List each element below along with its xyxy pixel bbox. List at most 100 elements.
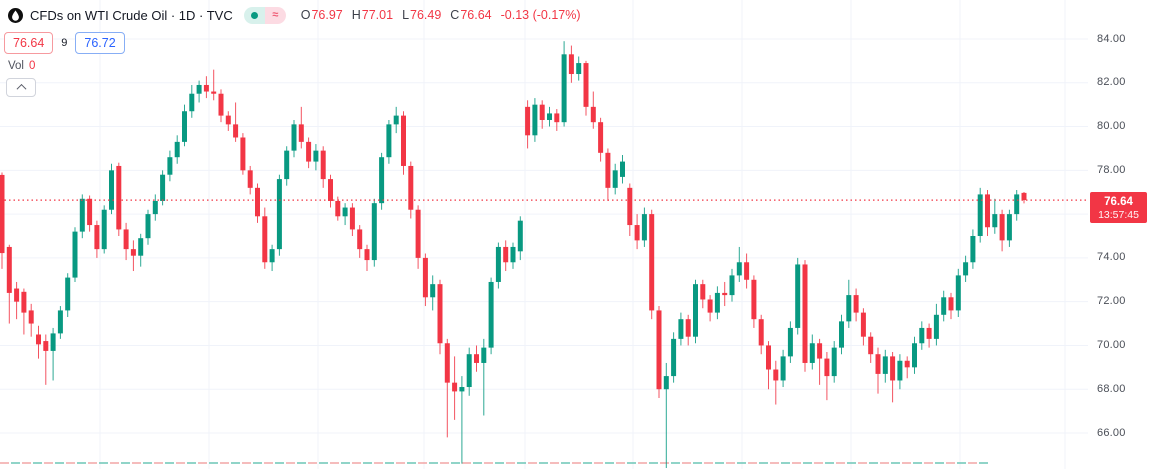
candle-body (977, 194, 983, 236)
candle-body (123, 229, 129, 250)
candle-body (627, 187, 633, 226)
candle-body (758, 319, 764, 346)
candle-body (79, 198, 85, 232)
chart-legend: CFDs on WTI Crude Oil · 1D · TVC ≈ O 76.… (8, 6, 581, 24)
last-price-label: 76.64 13:57:45 (1090, 192, 1147, 224)
candle-body (568, 54, 574, 75)
candle-body (342, 207, 348, 217)
bar-countdown: 13:57:45 (1098, 208, 1139, 221)
candle-body (612, 170, 618, 188)
candle-body (576, 63, 582, 75)
candle-body (167, 157, 173, 175)
candle-body (693, 284, 698, 337)
candle-body (904, 360, 910, 368)
delayed-data-icon: ≈ (264, 6, 286, 24)
candle-body (306, 141, 312, 162)
candle-body (240, 137, 246, 171)
candle-body (963, 262, 969, 276)
candle-body (868, 336, 874, 355)
candle-body (386, 124, 392, 158)
buy-button[interactable]: 76.72 (75, 32, 125, 54)
low-value: 76.49 (410, 8, 442, 22)
candle-body (663, 376, 669, 390)
candle-body (444, 343, 450, 383)
candle-body (590, 106, 596, 123)
candle-body (196, 84, 202, 94)
candle-body (678, 319, 684, 339)
candle-body (109, 170, 114, 210)
change-value: -0.13 (-0.17%) (500, 8, 581, 22)
candle-body (130, 249, 136, 256)
candle-body (605, 152, 611, 188)
candle-body (503, 246, 509, 263)
collapse-panel-button[interactable] (6, 78, 36, 97)
candle-body (729, 275, 735, 296)
candle-body (101, 209, 107, 250)
candle-body (824, 358, 830, 377)
candle-body (795, 264, 801, 328)
candle-body (510, 246, 516, 263)
candle-body (992, 214, 998, 228)
candle-body (335, 200, 341, 217)
candle-body (802, 264, 808, 363)
candle-body (262, 216, 268, 263)
candle-body (36, 334, 41, 345)
candle-body (408, 165, 414, 210)
symbol-title[interactable]: CFDs on WTI Crude Oil · 1D · TVC (30, 7, 233, 23)
candle-body (291, 124, 297, 151)
candle-body (933, 314, 939, 339)
candle-body (459, 387, 465, 392)
candle-body (211, 91, 217, 94)
volume-readout: Vol 0 (8, 60, 35, 72)
candle-body (948, 297, 954, 311)
candle-body (437, 284, 443, 344)
candle-body (269, 249, 275, 263)
candle-body (87, 198, 93, 226)
candle-body (94, 225, 100, 250)
sell-button[interactable]: 76.64 (4, 32, 54, 54)
chevron-up-icon (16, 83, 26, 94)
candle-body (247, 170, 253, 188)
candle-body (371, 203, 377, 261)
candle-body (233, 124, 239, 138)
candle-body (145, 214, 151, 239)
candle-body (955, 275, 961, 311)
high-label: H (351, 8, 361, 22)
candle-body (276, 179, 282, 250)
candle-body (1021, 192, 1027, 201)
candle-body (860, 312, 866, 337)
candle-body (116, 165, 122, 230)
oil-drop-icon (8, 7, 23, 23)
price-axis[interactable]: 76.64 13:57:45 84.00 82.00 80.00 78.00 74.00… (1088, 0, 1150, 469)
candle-body (422, 257, 428, 298)
candle-body (357, 229, 363, 250)
candle-body (328, 179, 333, 201)
candle-body (744, 262, 750, 280)
candle-body (773, 369, 779, 381)
candle-body (839, 321, 844, 348)
price-axis-label: 80.00 (1097, 120, 1126, 133)
candle-body (401, 115, 406, 166)
candle-body (6, 246, 12, 293)
candle-body (313, 150, 319, 162)
candle-body (298, 124, 304, 142)
candle-body (393, 115, 399, 125)
candle-body (620, 161, 625, 177)
candle-body (0, 174, 5, 254)
candle-body (474, 354, 479, 363)
candle-body (349, 207, 355, 230)
market-status-toggle[interactable]: ≈ (243, 6, 286, 24)
candle-body (379, 157, 385, 204)
candle-body (554, 113, 560, 123)
candle-body (685, 319, 691, 337)
candle-body (926, 327, 932, 339)
candle-body (539, 104, 545, 120)
candle-body (532, 104, 538, 136)
candle-body (780, 356, 786, 381)
trade-panel: 76.64 9 76.72 (4, 32, 125, 54)
candle-body (809, 343, 815, 363)
candle-body (736, 262, 742, 276)
candle-body (999, 214, 1005, 241)
